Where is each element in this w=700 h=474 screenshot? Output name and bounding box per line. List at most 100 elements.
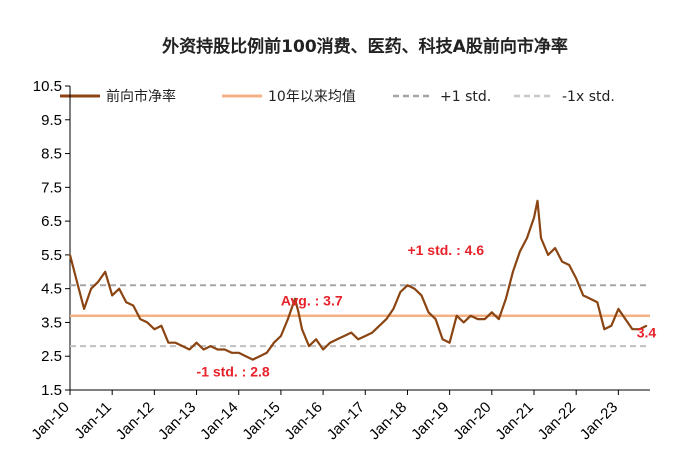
legend-label-minus-std: -1x std. xyxy=(562,89,615,105)
data-point xyxy=(498,318,500,320)
data-point xyxy=(533,216,535,219)
data-point xyxy=(69,254,71,256)
y-tick-label: 5.5 xyxy=(41,247,62,264)
data-point xyxy=(547,254,549,256)
data-point xyxy=(287,318,289,320)
data-point xyxy=(596,301,599,303)
annotation-label: +1 std. : 4.6 xyxy=(407,242,484,258)
x-tick-label: Jan-12 xyxy=(113,399,157,443)
data-point xyxy=(111,294,113,297)
x-tick-label: Jan-14 xyxy=(197,399,241,443)
data-point xyxy=(645,325,648,327)
y-axis: 10.5 9.5 8.5 7.5 6.5 5.5 4.5 3.5 2.5 1.5 xyxy=(33,78,71,399)
data-point xyxy=(617,308,620,310)
data-point xyxy=(83,308,85,310)
annotation-label: -1 std. : 2.8 xyxy=(197,363,270,379)
data-point xyxy=(146,321,149,324)
data-point xyxy=(455,314,458,317)
data-point xyxy=(378,325,381,327)
data-point xyxy=(589,298,592,300)
x-tick-label: Jan-19 xyxy=(408,399,452,443)
y-tick-label: 3.5 xyxy=(41,314,62,331)
data-point xyxy=(244,355,247,358)
data-point xyxy=(125,301,128,303)
x-tick-label: Jan-15 xyxy=(239,399,283,443)
x-tick-label: Jan-10 xyxy=(28,399,72,443)
data-point xyxy=(462,321,465,324)
data-point xyxy=(132,304,135,307)
data-point xyxy=(209,345,212,347)
data-point xyxy=(294,298,296,300)
data-point xyxy=(441,338,444,341)
data-point xyxy=(448,341,451,344)
data-point xyxy=(139,318,142,320)
data-point xyxy=(308,345,310,347)
data-point xyxy=(413,287,416,290)
data-point xyxy=(251,358,254,361)
data-point xyxy=(230,352,233,354)
data-point xyxy=(561,260,563,263)
data-point xyxy=(259,355,261,358)
legend-label-main: 前向市净率 xyxy=(106,88,176,105)
y-tick-label: 4.5 xyxy=(41,281,62,298)
data-point xyxy=(624,318,627,320)
data-point xyxy=(237,352,240,354)
y-tick-label: 1.5 xyxy=(41,382,62,399)
y-tick-label: 10.5 xyxy=(33,78,62,95)
data-point xyxy=(322,348,324,351)
x-tick-label: Jan-20 xyxy=(450,399,494,443)
data-point xyxy=(540,237,542,239)
data-point xyxy=(420,294,423,297)
data-point xyxy=(554,247,556,249)
x-tick-label: Jan-16 xyxy=(281,399,325,443)
x-tick-label: Jan-11 xyxy=(71,399,115,443)
data-point xyxy=(174,341,177,344)
x-tick-label: Jan-23 xyxy=(577,399,621,443)
data-point xyxy=(266,352,268,354)
data-point xyxy=(638,328,641,331)
data-point xyxy=(350,331,353,334)
data-point xyxy=(195,341,198,344)
legend: 前向市净率 10年以来均值 +1 std. -1x std. xyxy=(60,88,615,105)
data-point xyxy=(512,270,514,273)
data-point xyxy=(301,328,303,331)
data-point xyxy=(160,325,163,327)
data-point xyxy=(603,328,606,331)
data-point xyxy=(181,345,184,347)
data-point xyxy=(476,318,479,320)
y-tick-label: 6.5 xyxy=(41,213,62,230)
annotation-label: 3.4 xyxy=(637,325,657,341)
x-axis: Jan-10Jan-11Jan-12Jan-13Jan-14Jan-15Jan-… xyxy=(28,389,650,443)
x-tick-label: Jan-13 xyxy=(155,399,199,443)
data-point xyxy=(505,298,507,300)
data-point xyxy=(297,311,300,314)
data-point xyxy=(631,328,634,331)
data-point xyxy=(568,264,570,266)
data-point xyxy=(406,284,409,287)
data-point xyxy=(280,335,282,337)
series-group xyxy=(68,199,648,361)
data-point xyxy=(385,318,388,320)
data-point xyxy=(399,291,402,293)
data-point xyxy=(526,237,528,239)
annotations: +1 std. : 4.6 Avg. : 3.7 -1 std. : 2.8 3.4 xyxy=(197,242,657,380)
series-line-forward-pb xyxy=(68,199,647,361)
y-tick-label: 7.5 xyxy=(41,179,62,196)
legend-label-avg: 10年以来均值 xyxy=(268,89,356,105)
data-point xyxy=(76,281,78,283)
data-point xyxy=(427,311,430,314)
reference-lines xyxy=(70,284,650,348)
data-point xyxy=(104,270,106,273)
data-point xyxy=(167,341,170,344)
legend-label-plus-std: +1 std. xyxy=(440,89,491,105)
x-tick-label: Jan-22 xyxy=(535,399,579,443)
data-point xyxy=(469,314,472,317)
data-point xyxy=(216,348,219,351)
data-point xyxy=(273,341,275,344)
data-point xyxy=(575,277,577,280)
data-point xyxy=(357,338,360,341)
data-point xyxy=(610,325,613,327)
data-point xyxy=(153,328,156,331)
y-tick-label: 9.5 xyxy=(41,112,62,129)
